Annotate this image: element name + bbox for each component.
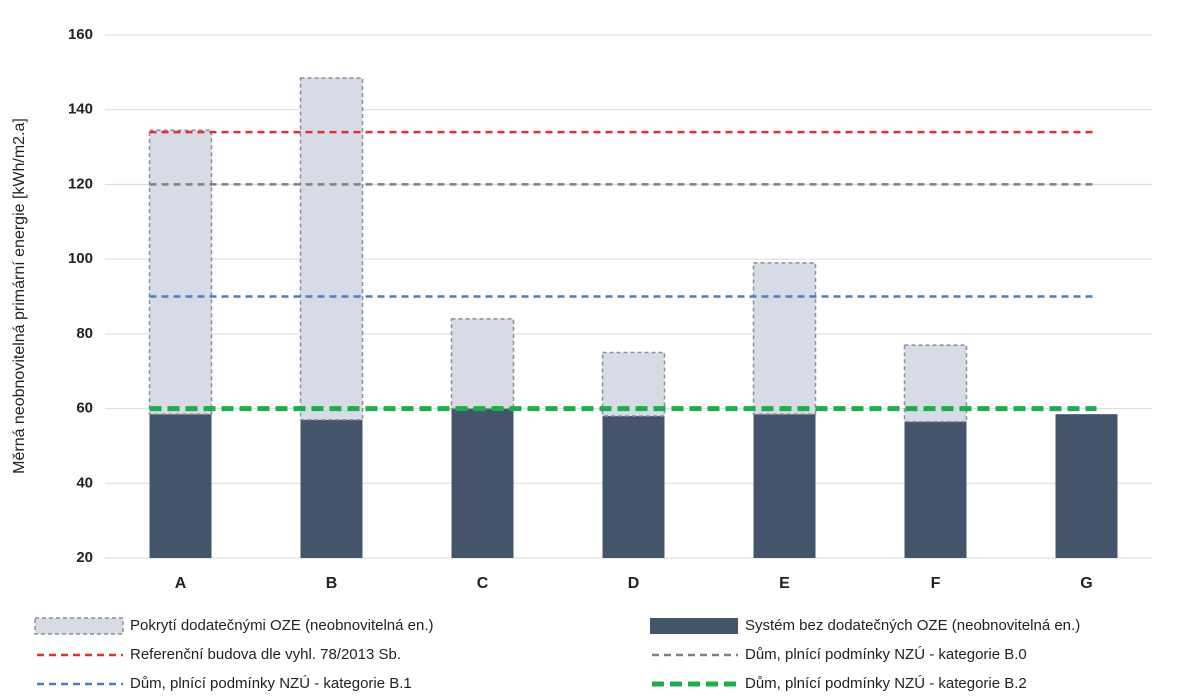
x-tick-label: D — [628, 575, 640, 592]
y-tick-label: 120 — [68, 175, 93, 192]
bar-segment — [752, 262, 817, 415]
y-tick-label: 60 — [76, 400, 93, 417]
legend-label: Dům, plnící podmínky NZÚ - kategorie B.1 — [130, 675, 412, 692]
y-tick-label: 160 — [68, 26, 93, 43]
legend-label: Systém bez dodatečných OZE (neobnoviteln… — [745, 617, 1080, 634]
y-tick-label: 100 — [68, 250, 93, 267]
x-tick-label: C — [477, 575, 489, 592]
bar-segment — [602, 416, 665, 558]
bar-segment — [299, 77, 364, 421]
bar-segment — [300, 419, 363, 558]
bar-segment — [601, 351, 666, 417]
bar-segment — [149, 414, 212, 558]
legend-label: Pokrytí dodatečnými OZE (neobnovitelná e… — [130, 617, 434, 634]
bar-segment — [450, 318, 515, 410]
x-tick-label: G — [1080, 575, 1092, 592]
y-tick-label: 140 — [68, 101, 93, 118]
legend-label: Dům, plnící podmínky NZÚ - kategorie B.0 — [745, 646, 1027, 663]
x-tick-label: E — [779, 575, 790, 592]
y-tick-label: 80 — [76, 325, 93, 342]
y-tick-label: 20 — [76, 549, 93, 566]
legend-swatch — [34, 617, 124, 635]
legend-swatch — [650, 618, 738, 634]
legend-label: Dům, plnící podmínky NZÚ - kategorie B.2 — [745, 675, 1027, 692]
x-tick-label: A — [175, 575, 187, 592]
x-tick-label: F — [931, 575, 941, 592]
bar-segment — [1055, 414, 1118, 558]
bar-segment — [148, 129, 213, 415]
y-axis-label: Měrná neobnovitelná primární energie [kW… — [11, 118, 28, 474]
bar-segment — [451, 408, 514, 558]
bar-segment — [753, 414, 816, 558]
y-tick-label: 40 — [76, 474, 93, 491]
x-tick-label: B — [326, 575, 338, 592]
legend-label: Referenční budova dle vyhl. 78/2013 Sb. — [130, 646, 401, 663]
bar-segment — [904, 421, 967, 558]
